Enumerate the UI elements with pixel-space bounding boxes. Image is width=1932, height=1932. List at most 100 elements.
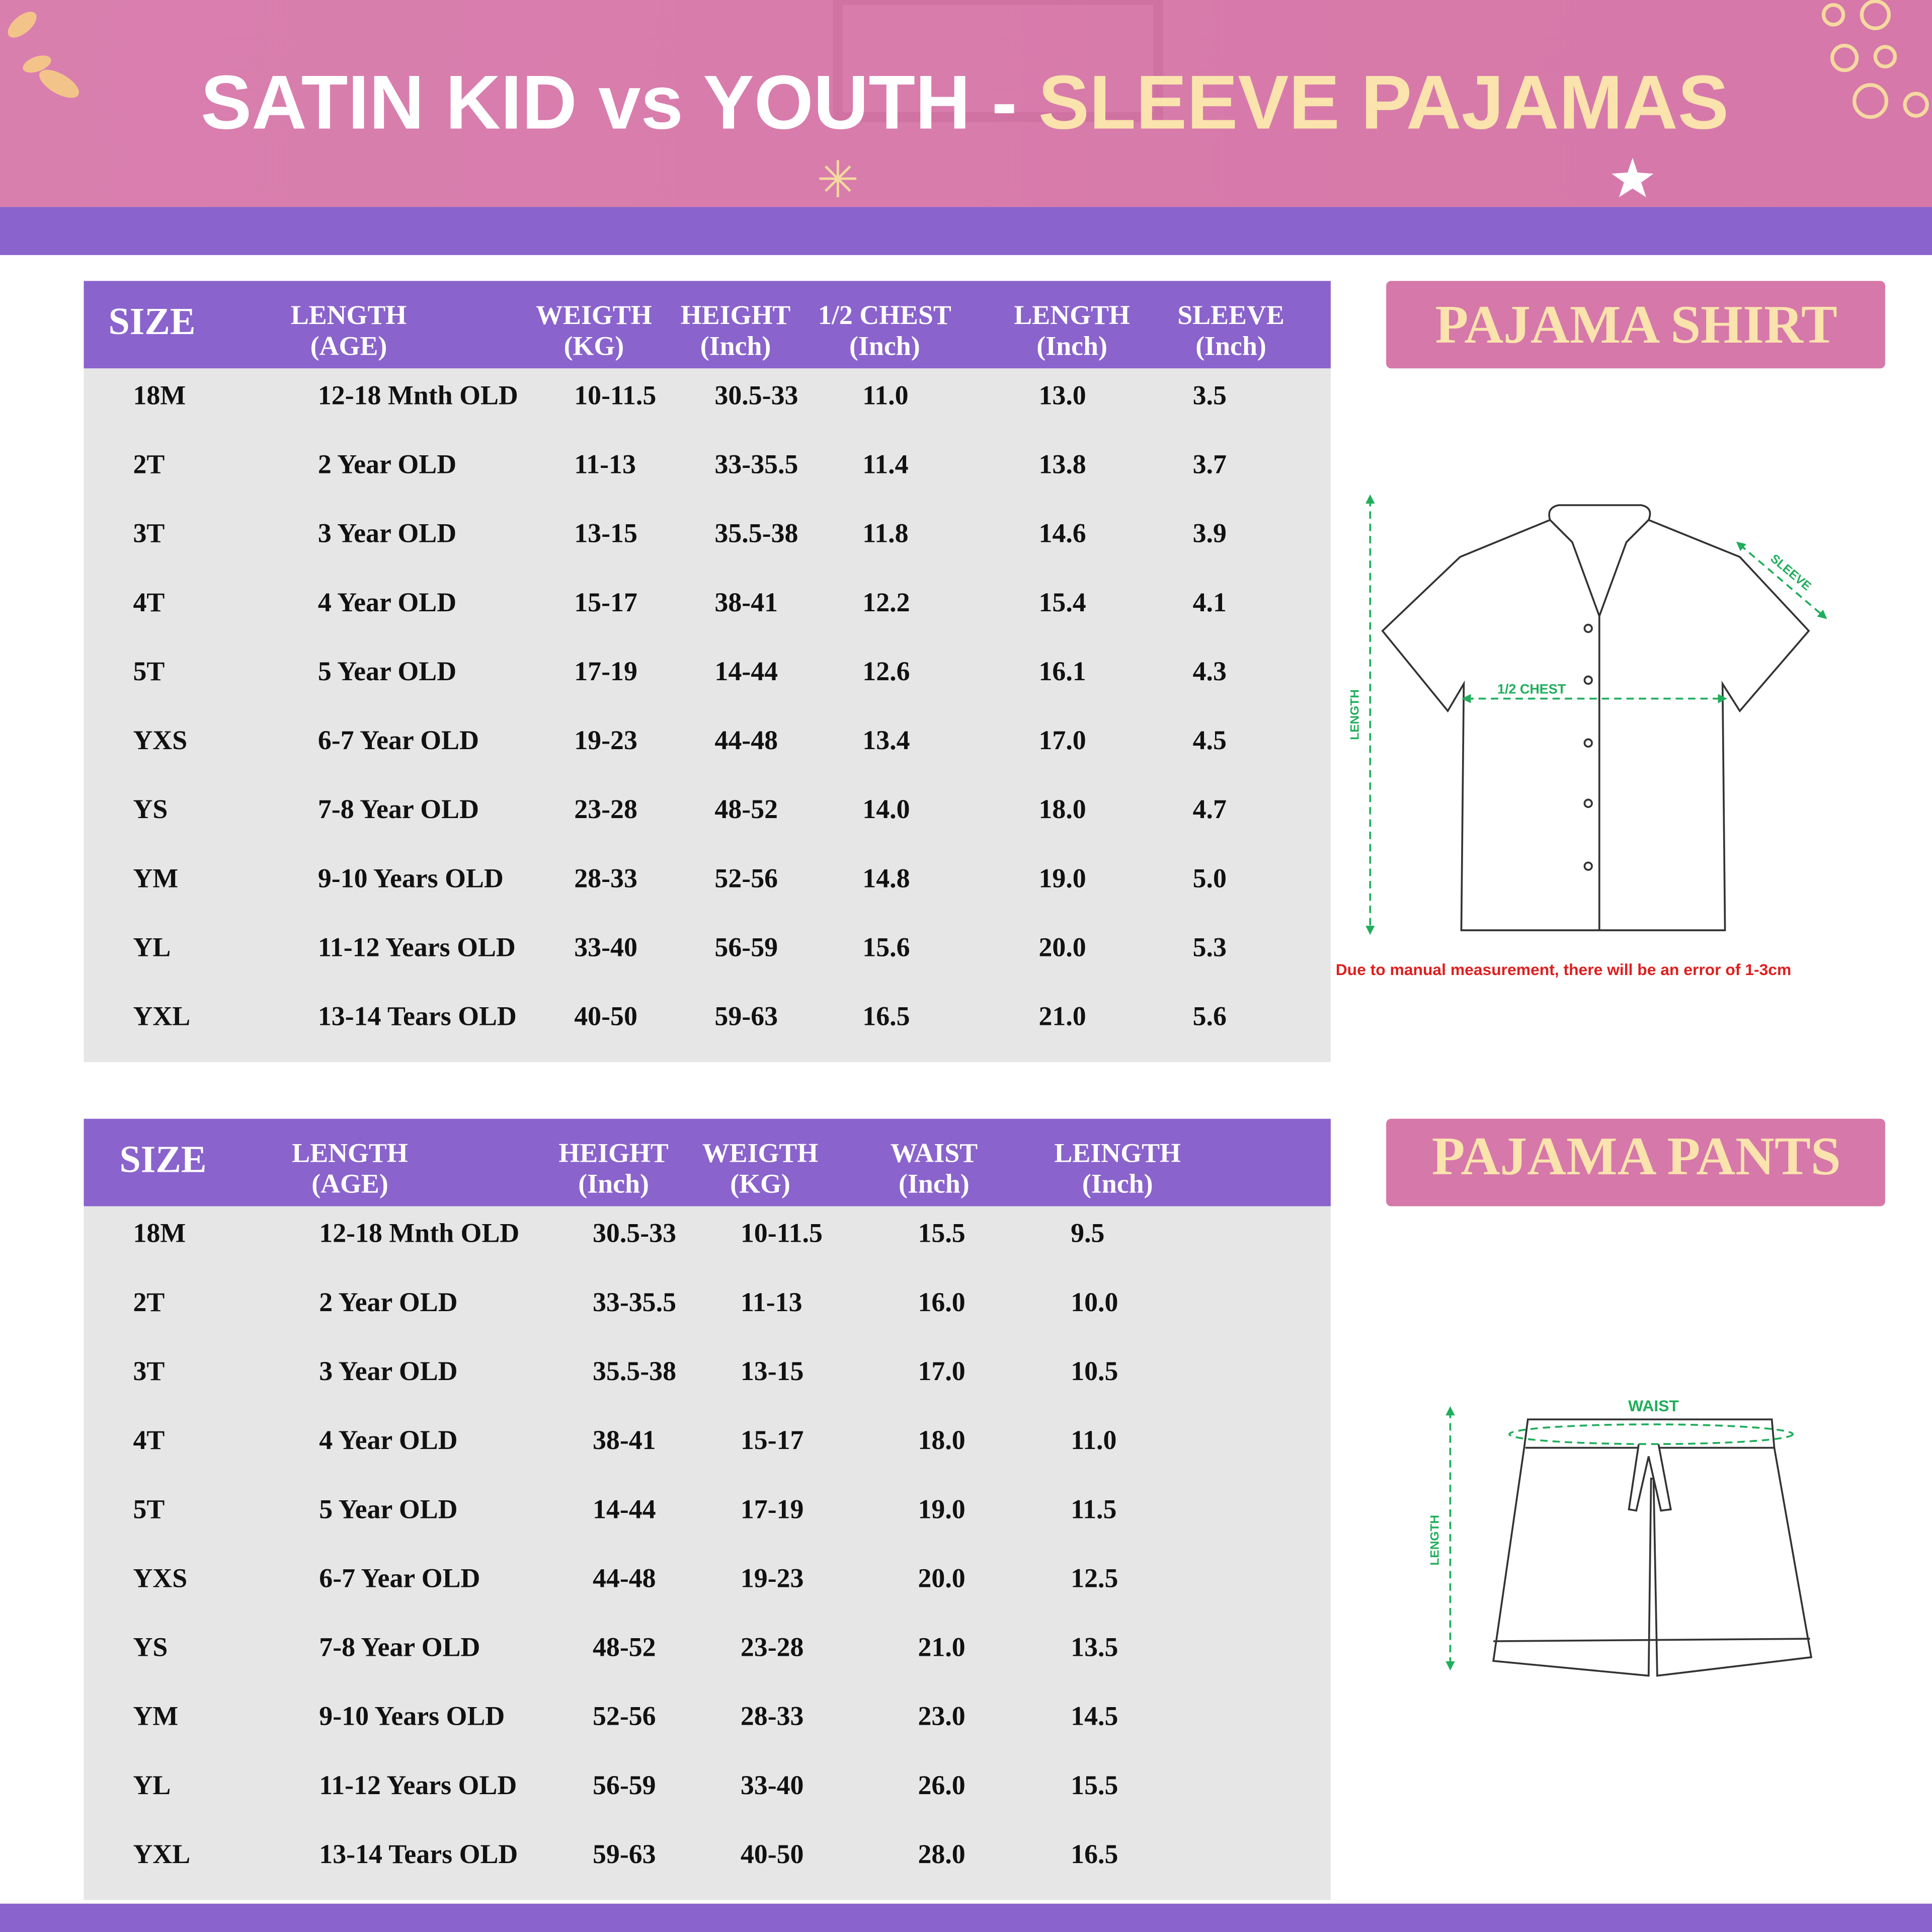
table-cell: 26.0 <box>918 1770 965 1800</box>
table-cell: 13.5 <box>1071 1632 1118 1662</box>
table-cell: 6-7 Year OLD <box>319 1563 480 1593</box>
table-cell: 4.5 <box>1193 725 1227 755</box>
header-cell: (Inch) <box>1082 1169 1153 1199</box>
table-cell: 12.6 <box>862 656 910 686</box>
table-cell: 17-19 <box>574 656 637 686</box>
table-cell: 14.6 <box>1038 518 1086 548</box>
header-cell: WEIGTH <box>536 300 652 330</box>
table-cell: 30.5-33 <box>714 380 798 410</box>
table-cell: 12.5 <box>1071 1563 1118 1593</box>
table-cell: 18M <box>133 380 186 410</box>
table-cell: 15.6 <box>862 932 910 962</box>
table-cell: 7-8 Year OLD <box>319 1632 480 1662</box>
table-cell: 15-17 <box>574 587 637 617</box>
bottom-band <box>0 1903 1932 1932</box>
table-cell: 33-35.5 <box>714 449 798 479</box>
shirt-label-box <box>1386 281 1885 369</box>
table-cell: 4T <box>133 1425 165 1455</box>
header-cell: (AGE) <box>310 331 387 361</box>
table-cell: 56-59 <box>714 932 778 962</box>
table-cell: 5.0 <box>1193 863 1227 893</box>
table-cell: 5T <box>133 656 165 686</box>
table-cell: 23-28 <box>574 794 637 824</box>
pants-label: PAJAMA PANTS <box>1432 1126 1841 1186</box>
header-cell: SLEEVE <box>1177 300 1284 330</box>
header-cell: (Inch) <box>1036 331 1107 361</box>
table-cell: 15.4 <box>1038 587 1086 617</box>
table-cell: 11.0 <box>1071 1425 1116 1455</box>
chest-label: 1/2 CHEST <box>1497 682 1566 697</box>
table-cell: 13-14 Tears OLD <box>318 1001 517 1031</box>
table-cell: 23-28 <box>741 1632 804 1662</box>
table-cell: 40-50 <box>574 1001 637 1031</box>
shirt-arrows <box>1365 494 1827 935</box>
table-cell: 13-15 <box>741 1356 804 1386</box>
table-cell: 11-12 Years OLD <box>319 1770 517 1800</box>
table-cell: 28-33 <box>741 1701 804 1731</box>
table-cell: 33-35.5 <box>593 1287 676 1317</box>
table-cell: YS <box>133 794 168 824</box>
table-cell: 11.4 <box>862 449 908 479</box>
header-cell: (KG) <box>730 1169 790 1199</box>
table-cell: YXS <box>133 725 187 755</box>
header-cell: LENGTH <box>1014 300 1130 330</box>
table-cell: 35.5-38 <box>593 1356 676 1386</box>
table-cell: 4.1 <box>1193 587 1227 617</box>
table-cell: 56-59 <box>593 1770 656 1800</box>
table-cell: 15-17 <box>741 1425 804 1455</box>
table-cell: 16.5 <box>1071 1839 1118 1869</box>
table-cell: 11.8 <box>862 518 908 548</box>
table-cell: 44-48 <box>593 1563 656 1593</box>
table-cell: 16.0 <box>918 1287 965 1317</box>
table-cell: 21.0 <box>1038 1001 1086 1031</box>
shirt-length-label: LENGTH <box>1348 689 1361 740</box>
note: Due to manual measurement, there will be… <box>1336 960 1792 979</box>
table-cell: 52-56 <box>714 863 778 893</box>
table-cell: 4T <box>133 587 165 617</box>
table-cell: 13.8 <box>1038 449 1086 479</box>
table-cell: 38-41 <box>593 1425 656 1455</box>
table-cell: 28.0 <box>918 1839 965 1869</box>
table-cell: 5.3 <box>1193 932 1227 962</box>
table-cell: 14.8 <box>862 863 910 893</box>
table-cell: 18.0 <box>918 1425 965 1455</box>
table-cell: YM <box>133 1701 178 1731</box>
table-cell: 2 Year OLD <box>318 449 456 479</box>
table-cell: 5T <box>133 1494 165 1524</box>
pants-drawing <box>1492 1418 1813 1677</box>
table-cell: 38-41 <box>714 587 778 617</box>
table-cell: 11-12 Years OLD <box>318 932 516 962</box>
table-cell: 7-8 Year OLD <box>318 794 479 824</box>
table-cell: 11-13 <box>574 449 636 479</box>
table-cell: 13-14 Tears OLD <box>319 1839 518 1869</box>
table-cell: 3 Year OLD <box>318 518 456 548</box>
table-cell: 6-7 Year OLD <box>318 725 479 755</box>
table-cell: 2T <box>133 449 165 479</box>
header-cell: LEINGTH <box>1055 1138 1181 1168</box>
table-cell: 4 Year OLD <box>319 1425 457 1455</box>
table-cell: YL <box>133 932 171 962</box>
table-cell: 2 Year OLD <box>319 1287 457 1317</box>
table-cell: 11.5 <box>1071 1494 1116 1524</box>
header-band <box>0 0 1932 207</box>
table-cell: 13.0 <box>1038 380 1086 410</box>
table-cell: 9.5 <box>1071 1218 1104 1248</box>
header-cell: (Inch) <box>849 331 920 361</box>
table-cell: 35.5-38 <box>714 518 798 548</box>
header-cell: (Inch) <box>700 331 771 361</box>
table-cell: 48-52 <box>593 1632 656 1662</box>
shirt-drawing <box>1381 504 1810 931</box>
table-cell: 3 Year OLD <box>319 1356 457 1386</box>
table-cell: 17-19 <box>741 1494 804 1524</box>
table-cell: 28-33 <box>574 863 637 893</box>
table-cell: 14.5 <box>1071 1701 1118 1731</box>
table-cell: 4.7 <box>1193 794 1227 824</box>
decor-star <box>1612 157 1654 197</box>
pants-length-label: LENGTH <box>1428 1515 1442 1566</box>
table-cell: 44-48 <box>714 725 778 755</box>
table-cell: 13.4 <box>862 725 910 755</box>
waist-label: WAIST <box>1628 1397 1679 1415</box>
table-cell: YM <box>133 863 178 893</box>
header-cell: (Inch) <box>899 1169 970 1199</box>
